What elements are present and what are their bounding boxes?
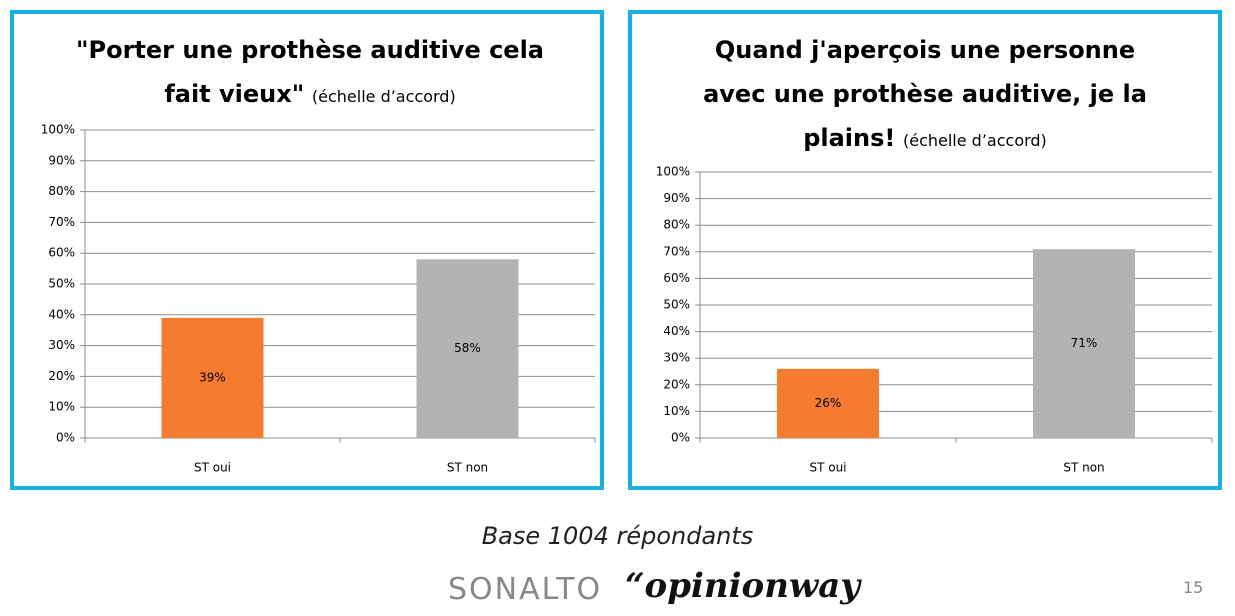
y-tick-label: 20% [663, 377, 690, 391]
bar [161, 317, 264, 438]
y-tick-label: 60% [48, 246, 75, 260]
y-tick-label: 90% [48, 153, 75, 167]
data-label: 39% [199, 370, 226, 384]
chart-title: Quand j'aperçois une personne avec une p… [703, 36, 1147, 152]
y-tick-label: 50% [48, 277, 75, 291]
y-tick-label: 80% [663, 218, 690, 232]
chart-title-block: "Porter une prothèse auditive cela fait … [60, 28, 560, 119]
y-tick-label: 40% [663, 324, 690, 338]
y-tick-label: 50% [663, 298, 690, 312]
y-tick-label: 0% [671, 431, 690, 445]
y-tick-label: 20% [48, 369, 75, 383]
x-tick-label: ST non [1063, 461, 1104, 475]
logo-opinionway: “opinionway [625, 566, 861, 606]
data-label: 71% [1071, 336, 1098, 350]
y-tick-label: 90% [663, 191, 690, 205]
chart-subtitle: (échelle d’accord) [311, 87, 456, 106]
y-tick-label: 60% [663, 271, 690, 285]
y-tick-label: 100% [41, 123, 75, 137]
x-tick-label: ST oui [809, 461, 846, 475]
y-tick-label: 10% [48, 400, 75, 414]
x-tick-label: ST non [447, 461, 488, 475]
bar [1033, 249, 1135, 438]
bar [777, 368, 879, 438]
y-tick-label: 70% [48, 215, 75, 229]
logo-sonalto: SONALTO [448, 572, 603, 607]
y-tick-label: 0% [56, 431, 75, 445]
y-tick-label: 30% [663, 351, 690, 365]
y-tick-label: 80% [48, 184, 75, 198]
data-label: 26% [815, 396, 842, 410]
chart-title: "Porter une prothèse auditive cela fait … [75, 36, 544, 108]
chart-subtitle: (échelle d’accord) [902, 131, 1047, 150]
y-tick-label: 70% [663, 244, 690, 258]
chart-frame [10, 10, 604, 490]
y-tick-label: 30% [48, 338, 75, 352]
x-tick-label: ST oui [194, 461, 231, 475]
page-number: 15 [1183, 578, 1204, 597]
y-tick-label: 40% [48, 307, 75, 321]
bar [416, 259, 519, 438]
base-note: Base 1004 répondants [481, 522, 754, 550]
data-label: 58% [454, 341, 481, 355]
y-tick-label: 100% [656, 165, 690, 179]
chart-frame [628, 10, 1222, 490]
y-tick-label: 10% [663, 404, 690, 418]
chart-title-block: Quand j'aperçois une personne avec une p… [690, 28, 1160, 163]
